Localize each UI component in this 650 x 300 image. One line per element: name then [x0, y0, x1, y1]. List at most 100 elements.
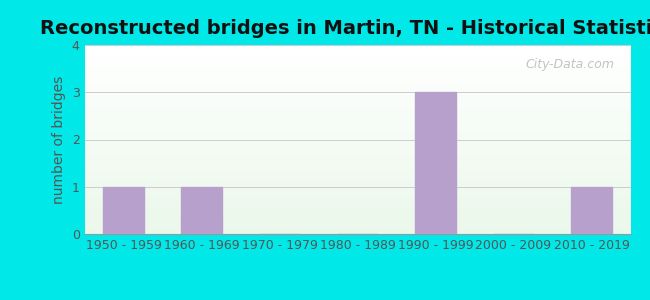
Bar [84, 211, 630, 212]
Bar [84, 179, 630, 180]
Bar [84, 225, 630, 226]
Bar [84, 105, 630, 106]
Bar [84, 205, 630, 206]
Bar [84, 90, 630, 91]
Bar [84, 160, 630, 161]
Bar [84, 217, 630, 218]
Bar [84, 184, 630, 185]
Bar [84, 60, 630, 61]
Bar [84, 151, 630, 152]
Bar [84, 164, 630, 165]
Bar [84, 149, 630, 150]
Bar [84, 76, 630, 77]
Bar [84, 49, 630, 50]
Bar [84, 82, 630, 83]
Bar [84, 174, 630, 175]
Bar [84, 89, 630, 90]
Bar [84, 202, 630, 203]
Bar [84, 110, 630, 111]
Bar [84, 195, 630, 196]
Bar [84, 111, 630, 112]
Bar [84, 165, 630, 166]
Bar [84, 87, 630, 88]
Bar [84, 180, 630, 181]
Bar [84, 95, 630, 96]
Bar [84, 65, 630, 66]
Bar [84, 59, 630, 60]
Bar [84, 96, 630, 97]
Bar [84, 208, 630, 209]
Bar [181, 187, 222, 234]
Bar [84, 218, 630, 219]
Bar [84, 125, 630, 126]
Bar [84, 88, 630, 89]
Bar [84, 141, 630, 142]
Bar [84, 181, 630, 182]
Bar [84, 57, 630, 58]
Bar [84, 154, 630, 155]
Bar [84, 169, 630, 170]
Bar [84, 200, 630, 201]
Bar [84, 231, 630, 232]
Bar [84, 199, 630, 200]
Bar [84, 124, 630, 125]
Bar [84, 180, 630, 181]
Bar [84, 170, 630, 171]
Bar [84, 221, 630, 222]
Bar [84, 74, 630, 75]
Bar [84, 104, 630, 105]
Bar [84, 233, 630, 234]
Bar [84, 139, 630, 140]
Bar [84, 118, 630, 119]
Bar [84, 109, 630, 110]
Bar [84, 206, 630, 207]
Bar [84, 55, 630, 56]
Bar [84, 194, 630, 195]
Bar [84, 102, 630, 103]
Bar [84, 84, 630, 85]
Bar [84, 64, 630, 65]
Bar [84, 185, 630, 186]
Bar [84, 201, 630, 202]
Bar [84, 224, 630, 225]
Bar [571, 187, 612, 234]
Bar [84, 61, 630, 62]
Bar [84, 130, 630, 131]
Bar [84, 73, 630, 74]
Bar [84, 128, 630, 129]
Bar [84, 144, 630, 145]
Bar [84, 196, 630, 197]
Bar [84, 131, 630, 132]
Bar [84, 51, 630, 52]
Bar [84, 143, 630, 144]
Bar [84, 226, 630, 227]
Bar [84, 97, 630, 98]
Bar [84, 93, 630, 94]
Bar [84, 222, 630, 223]
Bar [84, 204, 630, 205]
Bar [84, 193, 630, 194]
Bar [84, 172, 630, 173]
Bar [84, 100, 630, 101]
Bar [84, 148, 630, 149]
Bar [84, 121, 630, 122]
Bar [84, 108, 630, 109]
Bar [84, 77, 630, 78]
Bar [84, 188, 630, 189]
Bar [84, 62, 630, 63]
Bar [84, 232, 630, 233]
Bar [84, 50, 630, 51]
Bar [84, 210, 630, 211]
Bar [84, 168, 630, 169]
Bar [84, 81, 630, 82]
Bar [84, 75, 630, 76]
Bar [84, 229, 630, 230]
Bar [84, 162, 630, 163]
Bar [84, 85, 630, 86]
Bar [84, 78, 630, 79]
Bar [84, 159, 630, 160]
Bar [84, 150, 630, 151]
Bar [84, 216, 630, 217]
Bar [84, 106, 630, 107]
Bar [84, 98, 630, 99]
